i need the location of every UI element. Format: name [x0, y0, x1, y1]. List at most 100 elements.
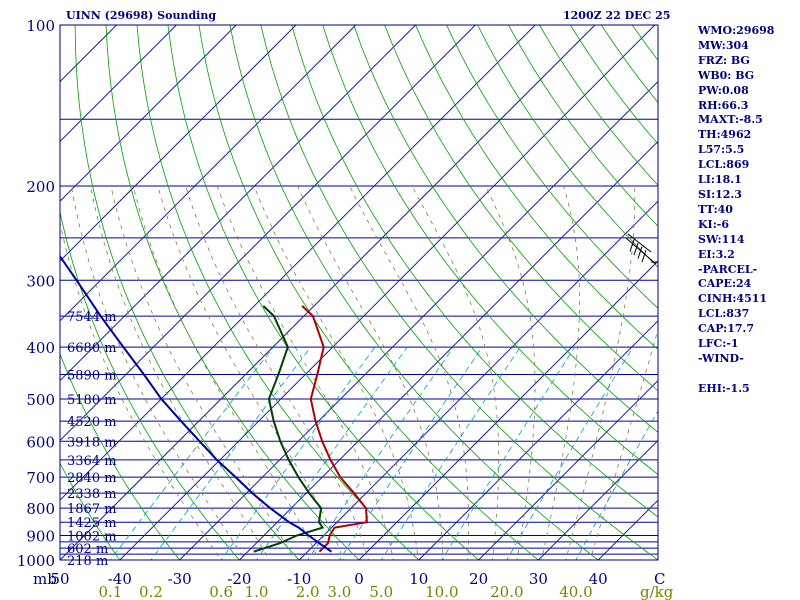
sounding-curves	[60, 233, 658, 553]
dewpoint-curve	[253, 305, 325, 553]
height-label: 602 m	[67, 542, 108, 557]
stability-index	[698, 367, 774, 382]
dry-adiabat-line	[105, 25, 360, 560]
stability-index: L57:5.5	[698, 143, 745, 157]
height-label: 1002 m	[67, 530, 117, 545]
chart-grid	[60, 25, 800, 571]
temperature-tick-label: -30	[168, 570, 192, 588]
sounding-timestamp: 1200Z 22 DEC 25	[563, 9, 671, 22]
isotherm-line	[298, 200, 658, 560]
stability-index: TT:40	[698, 202, 733, 216]
dry-adiabat-line	[60, 462, 121, 560]
mixing-ratio-tick-label: 20.0	[490, 583, 523, 600]
wind-barb-icon	[625, 233, 658, 265]
temperature-tick-label: 20	[469, 570, 488, 588]
isotherm-line	[60, 25, 237, 202]
mixing-ratio-tick-label: 0.2	[139, 583, 163, 600]
temperature-tick-label: -40	[108, 570, 132, 588]
temperature-tick-label: 50	[50, 570, 69, 588]
dry-adiabat-line	[60, 352, 181, 560]
isotherm-line	[478, 379, 658, 560]
mixing-ratio-unit-label: g/kg	[640, 583, 674, 600]
temperature-tick-label: 10	[409, 570, 428, 588]
isotherm-line	[60, 25, 357, 322]
mixing-ratio-line	[220, 346, 376, 560]
mixing-ratio-line	[338, 346, 483, 560]
height-label: 2338 m	[67, 487, 117, 502]
mixing-ratio-line	[380, 346, 521, 560]
temperature-unit-label: C	[654, 570, 665, 588]
isotherm-line	[239, 140, 658, 560]
mixing-ratio-line	[109, 346, 274, 560]
isotherm-line	[60, 25, 596, 560]
dry-adiabat-line	[446, 25, 658, 309]
dry-adiabat-line	[136, 25, 420, 560]
stability-index: PW:0.08	[698, 83, 749, 97]
dry-adiabat-line	[322, 25, 658, 475]
moist-adiabat-line	[157, 185, 345, 560]
wind-barb-staff	[627, 233, 652, 253]
moist-adiabat-line	[485, 185, 536, 560]
mixing-ratio-tick-label: 40.0	[559, 583, 592, 600]
isotherm-line	[60, 25, 297, 262]
dry-adiabat-line	[291, 25, 658, 518]
dry-adiabat-line	[198, 25, 540, 560]
mixing-ratio-tick-label: 2.0	[296, 583, 320, 600]
dry-adiabat-line	[60, 210, 240, 560]
height-label: 3918 m	[67, 435, 117, 450]
stability-index: RH:66.3	[698, 98, 749, 112]
dry-adiabat-line	[353, 25, 658, 433]
dry-adiabat-line	[477, 25, 658, 268]
stability-index: WB0: BG	[698, 68, 755, 82]
wind-barb-feather	[633, 242, 639, 256]
temperature-tick-label: 30	[529, 570, 548, 588]
moist-adiabat-line	[71, 186, 246, 560]
temperature-tick-label: -10	[287, 570, 311, 588]
height-label: 5890 m	[67, 368, 117, 383]
pressure-unit-label: mb	[33, 570, 57, 588]
moist-adiabat-line	[565, 186, 636, 560]
mixing-ratio-tick-label: 5.0	[369, 583, 393, 600]
mixing-ratio-tick-label: 0.6	[209, 583, 233, 600]
pressure-tick-label: 900	[26, 528, 55, 546]
wind-barb-feather	[637, 246, 643, 259]
moist-adiabat-line	[541, 185, 581, 560]
stability-index: LFC:-1	[698, 337, 739, 351]
temperature-tick-label: -20	[227, 570, 251, 588]
dry-adiabat-line	[260, 25, 658, 560]
dry-adiabat-line	[167, 25, 480, 560]
height-label: 5180 m	[67, 393, 117, 408]
moist-adiabat-line	[411, 185, 500, 560]
pressure-tick-label: 600	[26, 433, 55, 451]
mixing-ratio-line	[307, 346, 454, 560]
dry-adiabat-line	[384, 25, 658, 392]
temperature-curve	[301, 305, 368, 553]
moist-adiabat-line	[90, 186, 270, 560]
isotherm-line	[60, 25, 416, 382]
mixing-ratio-line	[256, 346, 408, 560]
isotherm-line	[60, 25, 177, 143]
isotherm-line	[418, 320, 658, 560]
height-label: 7544 m	[67, 310, 117, 325]
pressure-tick-label: 400	[26, 339, 55, 357]
dry-adiabat-line	[787, 25, 800, 571]
height-label: 1867 m	[67, 502, 117, 517]
stability-index: CINH:4511	[698, 292, 768, 306]
isotherm-line	[60, 25, 536, 501]
isotherm-line	[179, 80, 658, 560]
stability-index: CAP:17.7	[698, 322, 755, 336]
mixing-ratio-line	[506, 346, 634, 560]
height-label: 4520 m	[67, 415, 117, 430]
stability-index: TH:4962	[698, 128, 752, 142]
stability-index: KI:-6	[698, 217, 729, 231]
mixing-ratio-tick-label: 10.0	[425, 583, 458, 600]
moist-adiabat-line	[60, 220, 222, 560]
plot-frame	[59, 24, 659, 561]
stability-indices-list: WMO:29698 MW:304 FRZ: BG WB0: BG PW:0.08 RH:6…	[698, 24, 774, 397]
moist-adiabat-line	[349, 185, 470, 560]
stability-index: LCL:837	[698, 307, 750, 321]
dry-adiabat-line	[74, 25, 300, 560]
stability-index: CAPE:24	[698, 277, 752, 291]
pressure-tick-label: 700	[26, 469, 55, 487]
